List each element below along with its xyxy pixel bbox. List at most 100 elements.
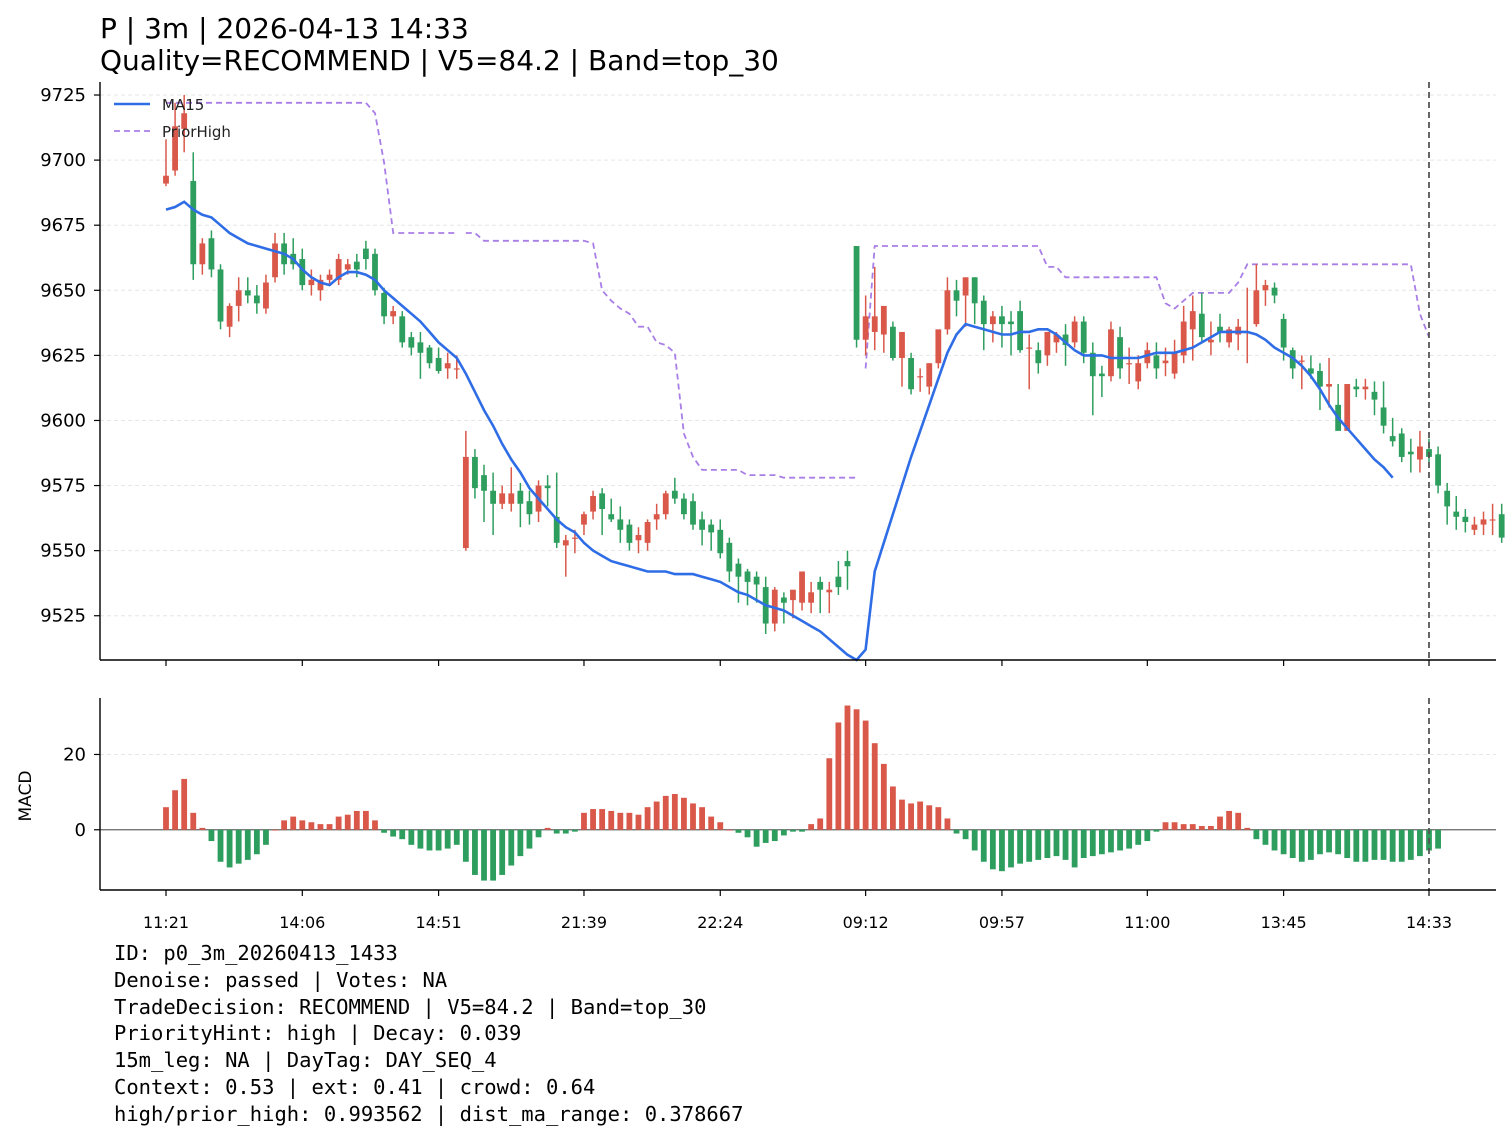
candle: [1362, 378, 1369, 400]
candle-body: [381, 292, 387, 317]
candle-body: [571, 537, 578, 539]
candle-body: [1444, 490, 1451, 507]
candle-body: [1162, 360, 1169, 364]
macd-bar: [1271, 829, 1278, 851]
candle-body: [926, 363, 933, 387]
candle-body: [326, 274, 333, 280]
candle-body: [453, 368, 460, 370]
chart-title-line2: Quality=RECOMMEND | V5=84.2 | Band=top_3…: [100, 44, 779, 77]
candlesticks: [163, 95, 1505, 634]
candle-body: [1462, 516, 1469, 523]
candle-body: [1226, 329, 1233, 343]
candle: [780, 592, 787, 624]
macd-bar: [181, 778, 188, 830]
macd-bar: [390, 829, 397, 837]
macd-bar: [1189, 824, 1196, 830]
macd-gridlines: [100, 753, 1496, 831]
candle: [335, 253, 342, 286]
candle-body: [1008, 321, 1014, 325]
candle: [1462, 508, 1469, 533]
candle: [671, 477, 678, 504]
candle-body: [1180, 321, 1187, 356]
macd-bar: [1089, 829, 1096, 857]
candle: [426, 344, 433, 369]
candle-body: [1471, 524, 1478, 530]
macd-bar: [372, 820, 378, 830]
candle: [1108, 321, 1114, 382]
candle-body: [417, 342, 424, 353]
candle-body: [344, 264, 351, 270]
macd-bar: [444, 829, 451, 849]
candle-body: [544, 485, 551, 489]
candle-body: [1098, 373, 1105, 377]
macd-bar: [490, 829, 497, 881]
candle: [908, 352, 914, 395]
candle-body: [699, 519, 705, 530]
candle: [989, 311, 996, 343]
candle-body: [690, 501, 696, 525]
macd-bar: [826, 758, 833, 830]
macd-bar: [472, 829, 478, 875]
candle-body: [953, 290, 960, 301]
candle: [1098, 365, 1105, 398]
candle: [217, 264, 224, 330]
candle: [835, 561, 842, 595]
xtick-label: 14:06: [279, 913, 325, 932]
candle: [1380, 381, 1387, 434]
macd-bar: [708, 816, 715, 830]
candle-body: [1280, 318, 1287, 348]
macd-bar: [1098, 829, 1105, 855]
macd-bar: [1371, 829, 1378, 860]
macd-bar: [590, 809, 596, 830]
candle: [644, 519, 651, 551]
candle-body: [253, 295, 260, 304]
candle-body: [1044, 331, 1051, 356]
candle-body: [408, 337, 415, 348]
info-line-leg: 15m_leg: NA | DayTag: DAY_SEQ_4: [114, 1048, 497, 1073]
macd-bar: [617, 812, 624, 830]
macd-bar: [599, 809, 606, 830]
macd-bar: [499, 829, 506, 875]
candle: [1489, 503, 1496, 536]
macd-ytick-label: 20: [63, 744, 86, 765]
candle-body: [244, 290, 251, 296]
candle-body: [435, 357, 442, 371]
macd-bar: [890, 786, 896, 830]
candle: [690, 493, 696, 530]
legend-ma15-label: MA15: [162, 96, 204, 114]
candle: [962, 277, 969, 327]
candle: [263, 274, 269, 314]
candle-body: [1307, 368, 1314, 374]
macd-bar: [1126, 829, 1133, 849]
candle: [1407, 438, 1414, 473]
candle: [526, 490, 533, 525]
macd-bar: [808, 824, 815, 830]
macd-bar: [1062, 829, 1069, 860]
macd-x-ticks: 11:21 14:06 14:51 21:39 22:24 09:12 09:57 11:00…: [143, 890, 1452, 932]
macd-bar: [562, 829, 569, 834]
macd-bar: [517, 829, 524, 857]
macd-bar: [481, 829, 487, 881]
candle-body: [208, 238, 215, 270]
candle-body: [1153, 355, 1160, 369]
macd-bar: [690, 803, 696, 830]
candle: [244, 277, 251, 304]
candle-body: [899, 331, 905, 358]
candle-body: [526, 501, 533, 515]
macd-bar: [1407, 829, 1414, 860]
macd-bar: [199, 827, 206, 830]
macd-bar: [862, 720, 869, 830]
candle: [1389, 417, 1396, 447]
candle: [190, 152, 197, 280]
candle-body: [1498, 514, 1505, 538]
candle: [971, 277, 978, 325]
legend-prior-high-label: PriorHigh: [162, 123, 231, 141]
macd-bar: [699, 807, 705, 830]
candle: [890, 321, 896, 361]
macd-bar: [172, 790, 178, 830]
candle-body: [626, 524, 633, 543]
macd-bar: [980, 829, 987, 862]
macd-bar: [208, 829, 215, 842]
macd-bar: [989, 829, 996, 870]
